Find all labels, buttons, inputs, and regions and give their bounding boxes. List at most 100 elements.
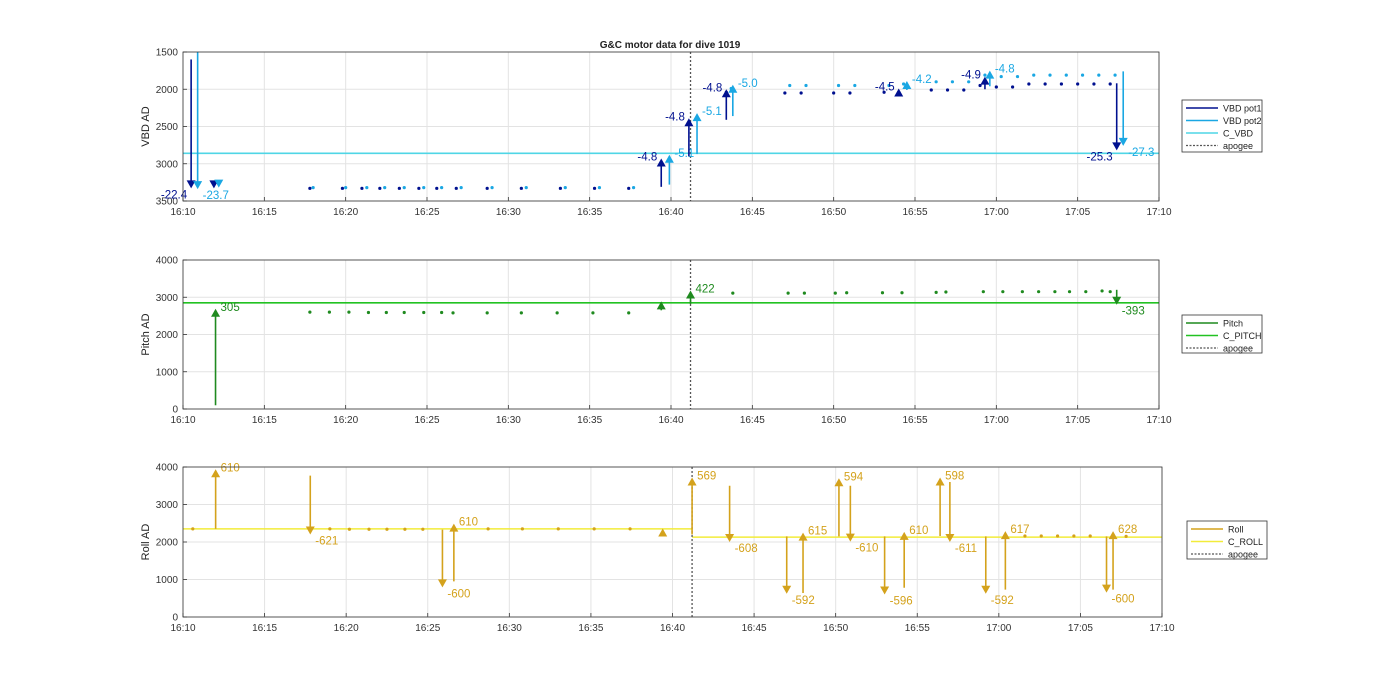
arrow-value-label: -23.7 xyxy=(203,190,229,202)
data-point-pitch xyxy=(519,311,523,315)
arrow-head xyxy=(692,113,702,122)
arrow-value-label: 305 xyxy=(221,302,240,314)
x-tick-label: 16:25 xyxy=(414,207,439,218)
arrow-head xyxy=(305,526,315,535)
y-tick-label: 2500 xyxy=(156,122,179,133)
data-point-vbd-pot1 xyxy=(1092,82,1096,86)
data-point-vbd-pot2 xyxy=(902,82,906,86)
arrow-value-label: 617 xyxy=(1010,524,1029,536)
data-point-roll xyxy=(191,527,195,531)
data-point-vbd-pot2 xyxy=(934,80,938,84)
data-point-vbd-pot1 xyxy=(978,83,982,88)
legend-label: apogee xyxy=(1228,550,1258,560)
y-axis-label: VBD AD xyxy=(140,106,152,146)
data-point-roll xyxy=(328,527,332,531)
data-point-pitch xyxy=(591,311,595,315)
data-point-pitch xyxy=(1001,290,1005,294)
data-point-vbd-pot1 xyxy=(945,88,950,92)
data-point-vbd-pot1 xyxy=(454,186,458,190)
data-point-vbd-pot1 xyxy=(1043,82,1047,86)
arrow-value-label: -5.1 xyxy=(702,106,722,118)
arrow-head xyxy=(656,301,666,310)
data-point-roll xyxy=(486,527,490,531)
arrow-value-label: -4.8 xyxy=(665,111,685,123)
data-point-vbd-pot1 xyxy=(1076,82,1080,86)
arrow-head xyxy=(981,585,991,594)
data-point-vbd-pot1 xyxy=(340,186,345,190)
data-point-pitch xyxy=(1084,290,1088,294)
arrow-value-label: 615 xyxy=(808,526,827,538)
arrow-head xyxy=(782,585,792,594)
legend-label: Roll xyxy=(1228,525,1244,535)
x-tick-label: 17:05 xyxy=(1065,415,1090,426)
arrow-value-label: -25.3 xyxy=(1086,151,1112,163)
data-point-pitch xyxy=(555,311,559,315)
data-point-vbd-pot2 xyxy=(1064,73,1068,77)
data-point-pitch xyxy=(802,291,806,295)
data-point-vbd-pot1 xyxy=(417,186,421,190)
x-tick-label: 17:00 xyxy=(986,623,1011,634)
x-tick-label: 16:50 xyxy=(821,415,846,426)
arrow-value-label: 594 xyxy=(844,471,864,483)
arrow-head xyxy=(834,478,844,487)
arrow-value-label: -27.3 xyxy=(1128,147,1154,159)
data-point-vbd-pot1 xyxy=(360,186,364,190)
data-point-pitch xyxy=(402,310,406,315)
data-point-vbd-pot2 xyxy=(365,185,369,190)
data-point-vbd-pot2 xyxy=(1048,73,1052,77)
data-point-roll xyxy=(347,527,352,531)
arrow-value-label: -608 xyxy=(735,543,758,555)
x-tick-label: 16:15 xyxy=(252,623,277,634)
data-point-roll xyxy=(1088,534,1092,538)
y-tick-label: 2000 xyxy=(156,85,179,96)
arrow-head xyxy=(880,586,890,595)
data-point-pitch xyxy=(1020,290,1024,294)
y-tick-label: 4000 xyxy=(156,256,179,267)
y-tick-label: 0 xyxy=(172,405,178,416)
x-tick-label: 16:50 xyxy=(823,623,848,634)
x-tick-label: 16:30 xyxy=(497,623,522,634)
arrow-head xyxy=(193,181,203,190)
data-point-pitch xyxy=(366,310,371,315)
chart-panel-2: 16:10 16:15 16:20 16:25 16:30 16:35 16:40 16:45… xyxy=(140,256,1263,426)
legend-label: C_ROLL xyxy=(1228,537,1263,547)
legend-box xyxy=(1186,520,1268,560)
data-point-vbd-pot1 xyxy=(1011,85,1015,89)
data-point-pitch xyxy=(627,311,631,315)
arrow-head xyxy=(845,533,855,542)
arrow-head xyxy=(902,81,912,90)
arrow-value-label: -4.9 xyxy=(961,70,981,82)
data-point-pitch xyxy=(845,291,849,295)
arrow-value-label: -4.8 xyxy=(995,64,1015,76)
data-point-vbd-pot1 xyxy=(435,186,439,190)
arrow-value-label: -600 xyxy=(1112,594,1135,606)
arrow-value-label: -5.0 xyxy=(738,78,758,90)
data-point-roll xyxy=(628,527,632,531)
data-point-pitch xyxy=(347,310,351,314)
data-point-pitch xyxy=(900,291,904,295)
arrow-value-label: -611 xyxy=(955,543,977,555)
y-tick-label: 1000 xyxy=(156,575,179,586)
data-point-vbd-pot2 xyxy=(490,185,494,190)
data-point-vbd-pot2 xyxy=(1015,74,1020,79)
arrow-head xyxy=(899,531,909,540)
data-point-vbd-pot2 xyxy=(311,185,315,190)
x-tick-label: 17:00 xyxy=(984,207,1009,218)
data-point-vbd-pot1 xyxy=(1027,82,1031,86)
data-point-pitch xyxy=(1067,290,1072,294)
data-point-vbd-pot1 xyxy=(783,91,787,95)
data-point-vbd-pot1 xyxy=(848,91,852,95)
legend-label: Pitch xyxy=(1223,319,1243,329)
data-point-roll xyxy=(403,527,407,531)
data-point-vbd-pot2 xyxy=(967,80,971,84)
arrow-head xyxy=(186,180,196,189)
y-tick-label: 2000 xyxy=(156,330,179,341)
x-tick-label: 17:05 xyxy=(1065,207,1090,218)
y-tick-label: 3000 xyxy=(156,159,179,170)
x-tick-label: 16:10 xyxy=(170,623,195,634)
data-point-vbd-pot2 xyxy=(631,185,636,190)
x-tick-label: 16:40 xyxy=(660,623,685,634)
data-point-roll xyxy=(1039,534,1043,538)
